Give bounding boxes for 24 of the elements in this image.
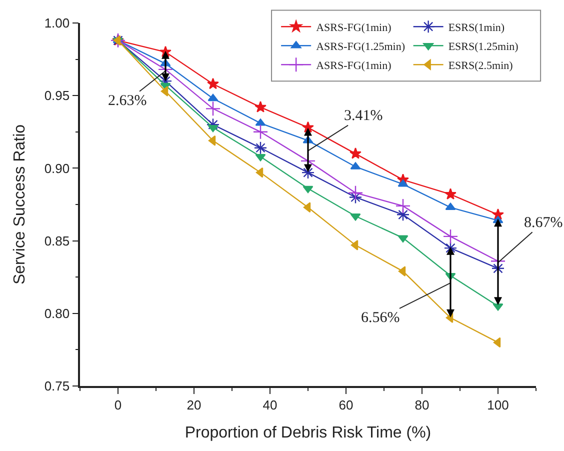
annotation: 2.63% [108, 93, 147, 109]
y-tick-label: 0.90 [44, 160, 70, 176]
y-axis-title: Service Success Ratio [12, 124, 29, 285]
y-tick-label: 1.00 [44, 16, 70, 31]
legend-label: ESRS(1.25min) [448, 40, 519, 53]
legend-label: ASRS-FG(1.25min) [316, 40, 406, 53]
x-tick-label: 80 [414, 397, 430, 412]
x-tick-label: 100 [487, 397, 509, 412]
legend-label: ASRS-FG(1min) [316, 60, 392, 72]
legend-label: ESRS(2.5min) [448, 60, 514, 72]
y-tick-label: 0.80 [44, 306, 70, 321]
legend-label: ESRS(1min) [448, 22, 505, 34]
annotation: 3.41% [344, 108, 383, 124]
x-tick-label: 0 [114, 397, 122, 412]
annotation: 6.56% [361, 310, 400, 326]
legend-label: ASRS-FG(1min) [316, 22, 392, 34]
x-tick-label: 60 [338, 397, 354, 412]
x-tick-label: 20 [186, 397, 202, 412]
x-tick-label: 40 [262, 397, 278, 412]
x-axis-title: Proportion of Debris Risk Time (%) [184, 424, 432, 442]
annotation: 8.67% [524, 215, 563, 231]
y-tick-label: 0.75 [44, 378, 70, 394]
y-tick-label: 0.85 [44, 233, 70, 248]
y-tick-label: 0.95 [44, 88, 70, 104]
